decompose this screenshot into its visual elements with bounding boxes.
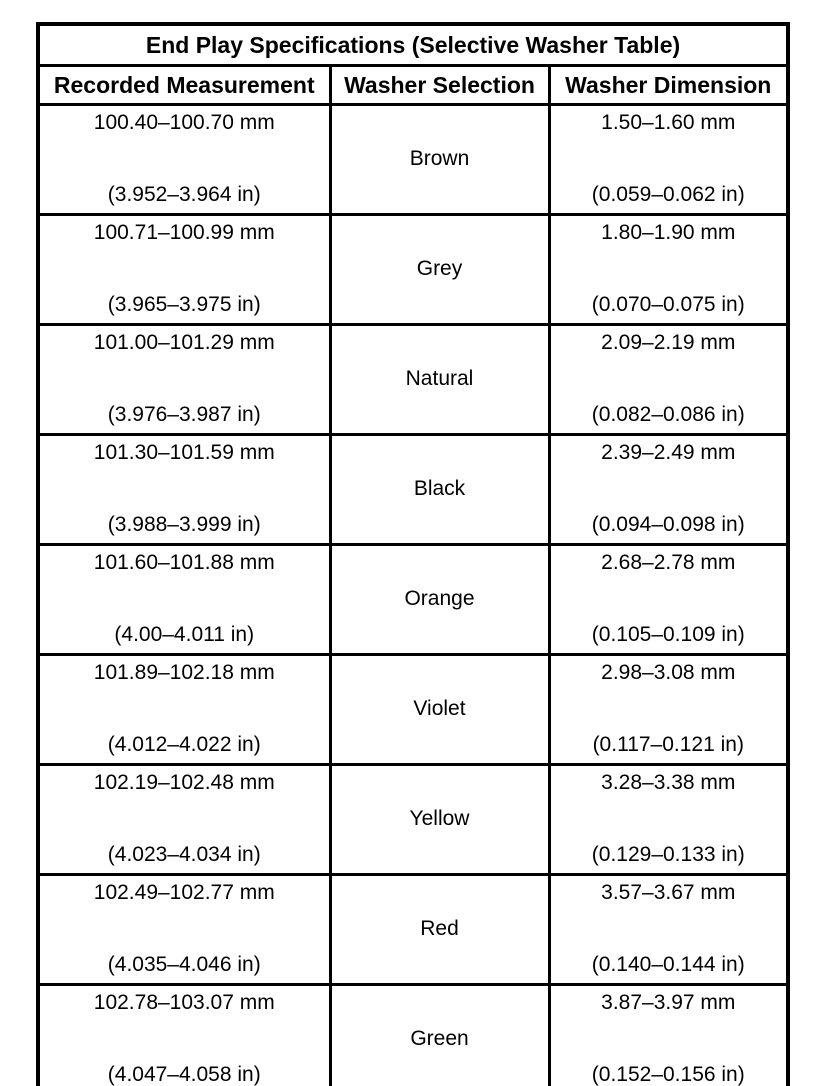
- measurement-mm-value: 101.60–101.88 mm: [93, 551, 275, 574]
- recorded-measurement-cell: 101.00–101.29 mm (3.976–3.987 in): [36, 323, 332, 436]
- washer-selection-cell: Green: [328, 983, 551, 1086]
- dimension-in-value: (0.117–0.121 in): [592, 732, 744, 756]
- washer-color-label: Orange: [404, 587, 475, 611]
- washer-selection-cell: Brown: [328, 103, 551, 216]
- washer-dimension-cell: 3.28–3.38 mm (0.129–0.133 in): [547, 763, 790, 876]
- washer-selection-cell: Orange: [328, 543, 551, 656]
- washer-color-label: Green: [410, 1027, 469, 1051]
- table-row: 101.30–101.59 mm (3.988–3.999 in) Black …: [36, 433, 790, 546]
- measurement-mm-value: 102.78–103.07 mm: [93, 991, 275, 1014]
- recorded-measurement-cell: 102.78–103.07 mm (4.047–4.058 in): [36, 983, 332, 1086]
- measurement-in-value: (4.047–4.058 in): [107, 1062, 261, 1086]
- dimension-in-value: (0.140–0.144 in): [591, 952, 745, 976]
- dimension-in-value: (0.070–0.075 in): [591, 292, 745, 316]
- washer-dimension-cell: 2.39–2.49 mm (0.094–0.098 in): [547, 433, 790, 546]
- dimension-in-value: (0.105–0.109 in): [591, 622, 745, 646]
- washer-color-label: Brown: [409, 147, 470, 171]
- column-header-washer-selection: Washer Selection: [328, 64, 551, 106]
- washer-selection-cell: Red: [328, 873, 551, 986]
- dimension-in-value: (0.059–0.062 in): [591, 182, 745, 206]
- washer-dimension-cell: 2.09–2.19 mm (0.082–0.086 in): [547, 323, 790, 436]
- measurement-mm-value: 102.49–102.77 mm: [93, 881, 275, 904]
- washer-dimension-cell: 2.68–2.78 mm (0.105–0.109 in): [547, 543, 790, 656]
- recorded-measurement-cell: 102.49–102.77 mm (4.035–4.046 in): [36, 873, 332, 986]
- washer-dimension-cell: 3.57–3.67 mm (0.140–0.144 in): [547, 873, 790, 986]
- recorded-measurement-cell: 101.30–101.59 mm (3.988–3.999 in): [36, 433, 332, 546]
- measurement-mm-value: 101.30–101.59 mm: [93, 441, 275, 464]
- table-row: 101.00–101.29 mm (3.976–3.987 in) Natura…: [36, 323, 790, 436]
- dimension-in-value: (0.152–0.156 in): [591, 1062, 745, 1086]
- dimension-mm-value: 3.87–3.97 mm: [601, 991, 736, 1014]
- measurement-mm-value: 101.00–101.29 mm: [93, 331, 275, 354]
- washer-dimension-cell: 1.80–1.90 mm (0.070–0.075 in): [547, 213, 790, 326]
- measurement-in-value: (3.976–3.987 in): [107, 402, 261, 426]
- measurement-in-value: (4.00–4.011 in): [114, 622, 255, 646]
- table-row: 102.49–102.77 mm (4.035–4.046 in) Red 3.…: [36, 873, 790, 986]
- measurement-in-value: (3.965–3.975 in): [107, 292, 261, 316]
- table-row: 102.78–103.07 mm (4.047–4.058 in) Green …: [36, 983, 790, 1086]
- dimension-mm-value: 1.80–1.90 mm: [601, 221, 736, 244]
- dimension-in-value: (0.094–0.098 in): [591, 512, 745, 536]
- recorded-measurement-cell: 101.89–102.18 mm (4.012–4.022 in): [36, 653, 332, 766]
- measurement-in-value: (3.952–3.964 in): [107, 182, 261, 206]
- washer-color-label: Yellow: [409, 807, 470, 831]
- washer-dimension-cell: 2.98–3.08 mm (0.117–0.121 in): [547, 653, 790, 766]
- washer-dimension-cell: 3.87–3.97 mm (0.152–0.156 in): [547, 983, 790, 1086]
- table-row: 101.60–101.88 mm (4.00–4.011 in) Orange …: [36, 543, 790, 656]
- washer-selection-cell: Violet: [328, 653, 551, 766]
- recorded-measurement-cell: 100.40–100.70 mm (3.952–3.964 in): [36, 103, 332, 216]
- measurement-in-value: (4.023–4.034 in): [107, 842, 261, 866]
- washer-selection-cell: Yellow: [328, 763, 551, 876]
- washer-color-label: Violet: [413, 697, 466, 721]
- washer-selection-cell: Black: [328, 433, 551, 546]
- measurement-in-value: (3.988–3.999 in): [107, 512, 261, 536]
- table-row: 100.71–100.99 mm (3.965–3.975 in) Grey 1…: [36, 213, 790, 326]
- header-row: Recorded Measurement Washer Selection Wa…: [36, 64, 790, 106]
- recorded-measurement-cell: 101.60–101.88 mm (4.00–4.011 in): [36, 543, 332, 656]
- recorded-measurement-cell: 100.71–100.99 mm (3.965–3.975 in): [36, 213, 332, 326]
- dimension-mm-value: 2.68–2.78 mm: [601, 551, 736, 574]
- dimension-mm-value: 2.09–2.19 mm: [601, 331, 736, 354]
- end-play-spec-table: End Play Specifications (Selective Washe…: [36, 22, 791, 1086]
- washer-selection-cell: Natural: [328, 323, 551, 436]
- dimension-mm-value: 3.28–3.38 mm: [601, 771, 736, 794]
- table-row: 102.19–102.48 mm (4.023–4.034 in) Yellow…: [36, 763, 790, 876]
- washer-selection-cell: Grey: [328, 213, 551, 326]
- table-body: 100.40–100.70 mm (3.952–3.964 in) Brown …: [36, 103, 790, 1086]
- measurement-mm-value: 101.89–102.18 mm: [93, 661, 275, 684]
- washer-color-label: Red: [420, 917, 459, 941]
- dimension-in-value: (0.129–0.133 in): [591, 842, 745, 866]
- washer-color-label: Natural: [405, 367, 474, 391]
- dimension-mm-value: 3.57–3.67 mm: [601, 881, 736, 904]
- measurement-mm-value: 100.40–100.70 mm: [93, 111, 275, 134]
- dimension-mm-value: 1.50–1.60 mm: [601, 111, 736, 134]
- table-title: End Play Specifications (Selective Washe…: [36, 22, 790, 67]
- table-row: 100.40–100.70 mm (3.952–3.964 in) Brown …: [36, 103, 790, 216]
- dimension-mm-value: 2.98–3.08 mm: [601, 661, 736, 684]
- washer-dimension-cell: 1.50–1.60 mm (0.059–0.062 in): [547, 103, 790, 216]
- dimension-in-value: (0.082–0.086 in): [591, 402, 745, 426]
- measurement-mm-value: 102.19–102.48 mm: [93, 771, 275, 794]
- title-row: End Play Specifications (Selective Washe…: [36, 22, 790, 67]
- dimension-mm-value: 2.39–2.49 mm: [601, 441, 736, 464]
- measurement-in-value: (4.035–4.046 in): [107, 952, 261, 976]
- washer-color-label: Black: [413, 477, 466, 501]
- measurement-mm-value: 100.71–100.99 mm: [93, 221, 275, 244]
- measurement-in-value: (4.012–4.022 in): [107, 732, 261, 756]
- table-row: 101.89–102.18 mm (4.012–4.022 in) Violet…: [36, 653, 790, 766]
- recorded-measurement-cell: 102.19–102.48 mm (4.023–4.034 in): [36, 763, 332, 876]
- washer-color-label: Grey: [416, 257, 463, 281]
- column-header-washer-dimension: Washer Dimension: [547, 64, 790, 106]
- column-header-recorded-measurement: Recorded Measurement: [36, 64, 332, 106]
